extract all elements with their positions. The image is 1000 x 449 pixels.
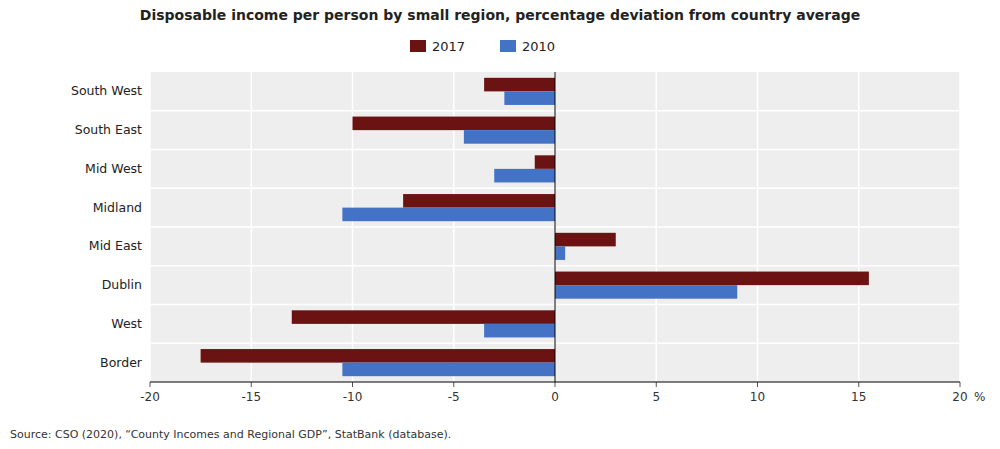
category-label: Dublin	[102, 277, 142, 292]
category-label: West	[111, 316, 142, 331]
bar	[342, 208, 555, 222]
tick-mark	[656, 382, 657, 387]
tick-mark	[858, 382, 859, 387]
legend-label: 2017	[432, 39, 465, 54]
chart: Disposable income per person by small re…	[0, 0, 1000, 449]
bar	[555, 285, 737, 299]
category-label: Mid West	[85, 161, 142, 176]
legend: 2017 2010	[410, 39, 555, 54]
bar	[292, 310, 555, 324]
bar	[535, 155, 555, 169]
axis-label: %	[974, 390, 985, 404]
tick-label: 0	[551, 390, 559, 404]
tick-mark	[352, 382, 353, 387]
bar	[353, 117, 556, 131]
bar	[464, 130, 555, 144]
bar	[484, 324, 555, 338]
bar	[201, 349, 555, 363]
bar	[494, 169, 555, 183]
tick-label: -20	[140, 390, 160, 404]
bar	[484, 78, 555, 92]
tick-label: 20	[952, 390, 967, 404]
plot-background	[150, 72, 960, 382]
legend-swatch	[410, 40, 426, 52]
tick-label: -5	[448, 390, 460, 404]
bar	[555, 233, 616, 247]
bar	[555, 246, 565, 260]
tick-label: 10	[750, 390, 765, 404]
bar	[403, 194, 555, 208]
category-label: South East	[75, 122, 142, 137]
title: Disposable income per person by small re…	[140, 7, 860, 23]
tick-mark	[251, 382, 252, 387]
annotation: Source: CSO (2020), “County Incomes and …	[10, 428, 451, 441]
bar	[504, 91, 555, 105]
tick-label: 15	[851, 390, 866, 404]
category-label: Mid East	[89, 238, 142, 253]
tick-mark	[555, 382, 556, 387]
tick-label: -15	[241, 390, 261, 404]
legend-swatch	[500, 40, 516, 52]
tick-label: -10	[343, 390, 363, 404]
tick-mark	[757, 382, 758, 387]
zero-line	[555, 72, 556, 382]
legend-label: 2010	[522, 39, 555, 54]
bar	[342, 363, 555, 377]
category-label: South West	[71, 83, 142, 98]
bar	[555, 272, 869, 286]
tick-mark	[453, 382, 454, 387]
tick-mark	[150, 382, 151, 387]
category-label: Midland	[93, 200, 142, 215]
tick-mark	[960, 382, 961, 387]
category-label: Border	[100, 355, 143, 370]
tick-label: 5	[652, 390, 660, 404]
x-axis	[150, 382, 960, 383]
